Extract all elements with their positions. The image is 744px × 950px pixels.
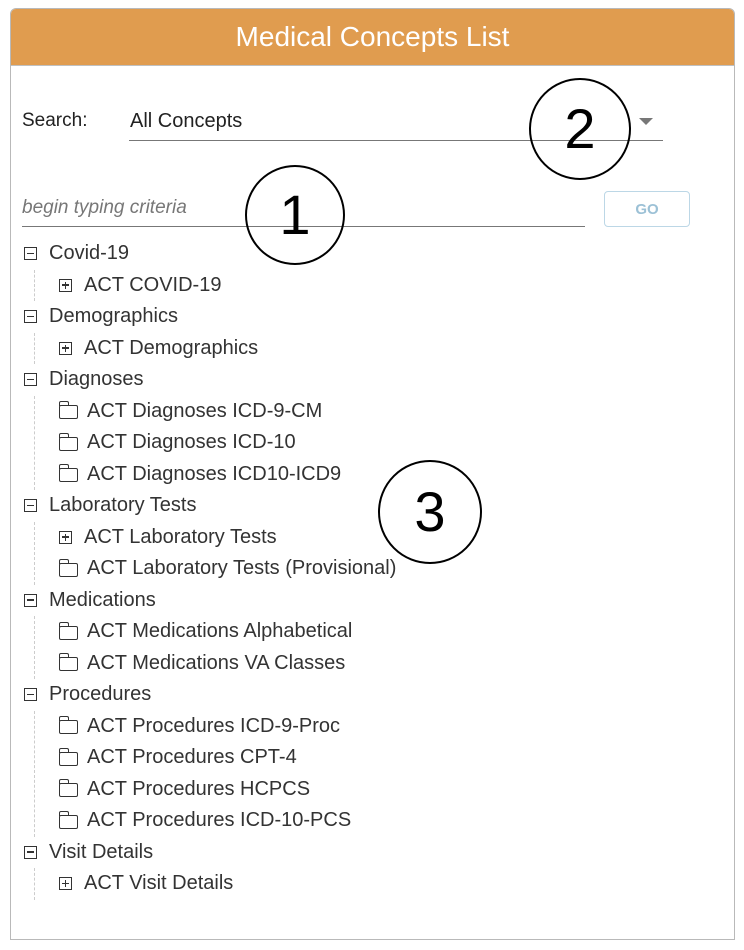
tree-item[interactable]: ACT Procedures CPT-4 — [58, 742, 396, 774]
expand-icon[interactable] — [59, 341, 72, 355]
tree-item[interactable]: ACT Demographics — [59, 333, 396, 365]
concept-tree: Covid-19 ACT COVID-19 Demographics ACT Demo… — [24, 238, 396, 900]
tree-item[interactable]: ACT Procedures ICD-9-Proc — [58, 711, 396, 743]
concept-type-select[interactable]: All Concepts — [129, 104, 663, 141]
annotation-3: 3 — [378, 460, 482, 564]
collapse-icon[interactable] — [24, 310, 37, 324]
group-label: Diagnoses — [49, 368, 144, 390]
tree-group[interactable]: Medications — [24, 585, 396, 617]
caret-down-icon — [639, 118, 653, 125]
group-label: Laboratory Tests — [49, 494, 197, 516]
item-label: ACT Procedures HCPCS — [87, 777, 311, 800]
collapse-icon[interactable] — [24, 373, 37, 387]
group-children: ACT Visit Details — [34, 868, 396, 900]
tree-item[interactable]: ACT Procedures HCPCS — [58, 774, 396, 806]
group-label: Procedures — [49, 683, 152, 705]
item-label: ACT Procedures CPT-4 — [87, 746, 297, 768]
tree-item[interactable]: ACT Medications Alphabetical — [58, 616, 396, 648]
tree-group[interactable]: Diagnoses — [24, 364, 396, 396]
expand-icon[interactable] — [59, 877, 72, 891]
panel-title: Medical Concepts List — [11, 9, 734, 66]
folder-icon — [58, 653, 78, 672]
collapse-icon[interactable] — [24, 593, 37, 607]
tree-item[interactable]: ACT Diagnoses ICD-9-CM — [58, 396, 396, 428]
group-children: ACT Medications Alphabetical ACT Medicati… — [34, 616, 396, 679]
group-label: Medications — [49, 588, 156, 611]
tree-item[interactable]: ACT Laboratory Tests (Provisional) — [58, 553, 397, 585]
tree-item[interactable]: ACT Procedures ICD-10-PCS — [58, 805, 396, 837]
folder-icon — [58, 558, 78, 577]
item-label: ACT Procedures ICD-10-PCS — [87, 809, 352, 831]
folder-icon — [58, 401, 78, 420]
folder-icon — [58, 621, 78, 640]
collapse-icon[interactable] — [24, 688, 37, 702]
folder-icon — [58, 716, 78, 735]
group-children: ACT Demographics — [34, 332, 396, 365]
collapse-icon[interactable] — [24, 845, 37, 859]
group-children: ACT Laboratory Tests ACT Laboratory Tests… — [34, 521, 397, 585]
tree-item[interactable]: ACT Diagnoses ICD-10 — [58, 427, 396, 459]
item-label: ACT Demographics — [84, 336, 259, 359]
folder-icon — [58, 464, 78, 483]
tree-group[interactable]: Procedures — [24, 679, 396, 711]
medical-concepts-panel: Medical Concepts List — [10, 8, 735, 940]
expand-icon[interactable] — [59, 278, 72, 292]
collapse-icon[interactable] — [24, 247, 37, 261]
tree-item[interactable]: ACT Laboratory Tests — [59, 522, 396, 554]
group-label: Demographics — [49, 305, 178, 327]
group-children: ACT Diagnoses ICD-9-CM ACT Diagnoses ICD-… — [34, 395, 396, 491]
item-label: ACT Laboratory Tests — [84, 525, 277, 548]
folder-icon — [58, 432, 78, 451]
search-label: Search: — [22, 110, 88, 131]
folder-icon — [58, 747, 78, 766]
item-label: ACT Medications VA Classes — [87, 651, 346, 674]
select-value: All Concepts — [130, 110, 243, 132]
tree-group[interactable]: Covid-19 — [24, 238, 396, 270]
item-label: ACT COVID-19 — [84, 273, 222, 296]
item-label: ACT Procedures ICD-9-Proc — [87, 714, 341, 737]
collapse-icon[interactable] — [24, 499, 37, 513]
tree-group[interactable]: Demographics — [24, 301, 396, 333]
item-label: ACT Diagnoses ICD-9-CM — [87, 399, 323, 422]
item-label: ACT Diagnoses ICD-10 — [87, 431, 296, 453]
tree-item[interactable]: ACT Medications VA Classes — [58, 648, 396, 680]
tree-item[interactable]: ACT Visit Details — [59, 868, 396, 900]
tree-group[interactable]: Laboratory Tests — [24, 490, 396, 522]
folder-icon — [58, 810, 78, 829]
item-label: ACT Laboratory Tests (Provisional) — [87, 557, 397, 579]
group-children: ACT COVID-19 — [34, 269, 396, 302]
tree-group[interactable]: Visit Details — [24, 837, 396, 869]
tree-item[interactable]: ACT Diagnoses ICD10-ICD9 — [58, 459, 396, 491]
go-button[interactable]: GO — [604, 191, 690, 227]
group-label: Visit Details — [49, 840, 154, 863]
annotation-1: 1 — [245, 165, 345, 265]
folder-icon — [58, 779, 78, 798]
annotation-2: 2 — [529, 78, 631, 180]
tree-item[interactable]: ACT COVID-19 — [59, 270, 396, 302]
item-label: ACT Visit Details — [84, 872, 234, 894]
group-children: ACT Procedures ICD-9-Proc ACT Procedures … — [34, 710, 396, 837]
item-label: ACT Medications Alphabetical — [87, 620, 353, 642]
item-label: ACT Diagnoses ICD10-ICD9 — [87, 462, 342, 485]
group-label: Covid-19 — [49, 242, 130, 264]
expand-icon[interactable] — [59, 530, 72, 544]
